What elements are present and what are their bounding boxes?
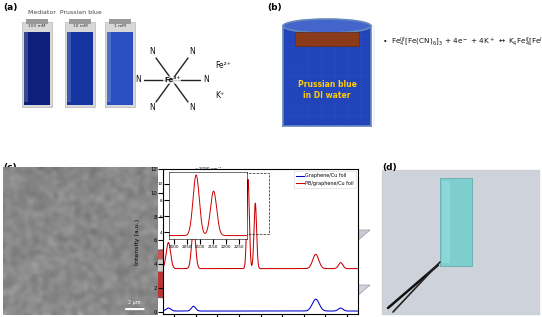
Bar [107, 32, 111, 102]
Text: (e): (e) [3, 222, 17, 231]
Circle shape [309, 262, 313, 266]
Text: K⁺: K⁺ [215, 90, 224, 100]
Bar [107, 32, 133, 105]
Ellipse shape [23, 294, 37, 300]
Text: (a): (a) [3, 3, 17, 12]
Circle shape [328, 266, 332, 270]
Text: N: N [149, 103, 155, 113]
PB/graphene/Cu foil [244, 206, 250, 210]
Graphene/Cu foil [244, 309, 250, 313]
Bar [22, 22, 52, 107]
Circle shape [274, 269, 278, 273]
Text: N: N [189, 48, 195, 56]
Ellipse shape [14, 258, 26, 296]
Graphene/Cu foil [311, 298, 318, 302]
Bar [382, 170, 540, 315]
Bar [26, 19, 48, 24]
Text: Prussian blue
in DI water: Prussian blue in DI water [298, 80, 357, 100]
Bar [382, 170, 540, 315]
Text: $\bullet$  Fe$_4^{III}$[Fe(CN)$_6$]$_3$ + 4e$^-$ + 4K$^+$ $\leftrightarrow$ K$_4: $\bullet$ Fe$_4^{III}$[Fe(CN)$_6$]$_3$ +… [382, 36, 542, 49]
Polygon shape [268, 242, 356, 297]
Bar [440, 178, 472, 266]
Text: Mediator  Prussian blue: Mediator Prussian blue [28, 10, 102, 15]
Text: N: N [189, 103, 195, 113]
PB/graphene/Cu foil [349, 267, 356, 270]
Circle shape [325, 247, 329, 251]
Circle shape [294, 247, 298, 251]
Graphene/Cu foil [349, 309, 356, 313]
Circle shape [291, 253, 295, 257]
Circle shape [321, 251, 325, 255]
Circle shape [272, 265, 276, 269]
Bar [283, 26, 371, 126]
Legend: Graphene/Cu foil, PB/graphene/Cu foil: Graphene/Cu foil, PB/graphene/Cu foil [294, 171, 356, 188]
Circle shape [342, 265, 346, 269]
Graphene/Cu foil [210, 309, 216, 313]
Line: Graphene/Cu foil: Graphene/Cu foil [152, 299, 358, 311]
PB/graphene/Cu foil [149, 267, 156, 270]
Graphene/Cu foil [313, 297, 319, 301]
PB/graphene/Cu foil [349, 267, 356, 270]
Text: N: N [149, 48, 155, 56]
Circle shape [323, 246, 327, 250]
Text: Cu etchant: Cu etchant [163, 275, 203, 281]
Graphene/Cu foil [249, 309, 256, 313]
Bar [24, 32, 28, 102]
Bar [67, 32, 93, 105]
Bar [24, 254, 96, 276]
PB/graphene/Cu foil [249, 261, 256, 264]
Graphene/Cu foil [349, 309, 356, 313]
Graphene/Cu foil [159, 309, 166, 313]
PB/graphene/Cu foil [355, 267, 362, 270]
Bar [20, 270, 88, 302]
Circle shape [279, 270, 283, 274]
Bar [109, 19, 131, 24]
Circle shape [285, 287, 289, 291]
Bar [105, 22, 135, 107]
Circle shape [300, 282, 304, 286]
Y-axis label: Intensity (a.u.): Intensity (a.u.) [134, 218, 140, 265]
Circle shape [322, 273, 326, 277]
Text: (d): (d) [382, 163, 397, 172]
Polygon shape [268, 230, 370, 242]
Bar [154, 259, 212, 271]
Circle shape [303, 256, 307, 260]
Circle shape [330, 260, 334, 264]
Text: (b): (b) [267, 3, 282, 12]
Text: N: N [203, 75, 209, 85]
PB/graphene/Cu foil [245, 178, 251, 181]
Circle shape [285, 288, 289, 292]
Graphene/Cu foil [149, 309, 156, 313]
Text: 1 mM: 1 mM [114, 24, 126, 28]
Text: 10 mM: 10 mM [73, 24, 87, 28]
Line: PB/graphene/Cu foil: PB/graphene/Cu foil [152, 179, 358, 268]
Bar [24, 32, 50, 105]
Text: Fe³⁺: Fe³⁺ [164, 77, 180, 83]
Text: (c): (c) [3, 163, 17, 172]
Text: 100 mM: 100 mM [28, 24, 46, 28]
Bar [295, 32, 359, 46]
Ellipse shape [144, 249, 222, 261]
Bar [442, 181, 450, 263]
PB/graphene/Cu foil [159, 266, 166, 270]
Ellipse shape [283, 19, 371, 33]
Circle shape [319, 271, 323, 275]
PB/graphene/Cu foil [207, 267, 214, 270]
Text: 2 μm: 2 μm [128, 300, 141, 305]
Bar [241, 172, 269, 234]
Bar [67, 32, 71, 102]
Circle shape [292, 246, 296, 250]
Polygon shape [268, 285, 370, 297]
Text: N: N [135, 75, 141, 85]
Bar [69, 19, 91, 24]
Text: Fe²⁺: Fe²⁺ [215, 61, 231, 69]
Bar [144, 255, 222, 297]
PB/graphene/Cu foil [311, 254, 318, 257]
Bar [65, 22, 95, 107]
Circle shape [330, 258, 334, 262]
Circle shape [345, 255, 349, 259]
Circle shape [329, 286, 333, 290]
Graphene/Cu foil [355, 309, 362, 313]
